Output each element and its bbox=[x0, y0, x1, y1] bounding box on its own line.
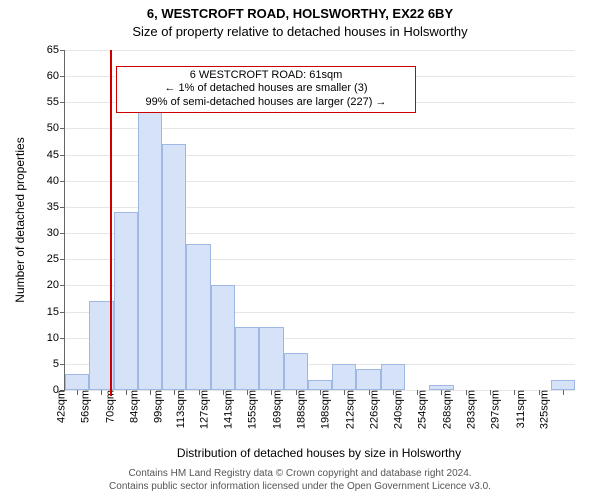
y-tick-label: 10 bbox=[47, 332, 65, 344]
histogram-bar bbox=[211, 285, 235, 390]
histogram-bar bbox=[65, 374, 89, 390]
chart-footer: Contains HM Land Registry data © Crown c… bbox=[0, 468, 600, 493]
annotation-line: 99% of semi-detached houses are larger (… bbox=[123, 96, 409, 110]
x-tick-label: 127sqm bbox=[196, 390, 210, 429]
histogram-bar bbox=[551, 380, 575, 390]
chart-subtitle: Size of property relative to detached ho… bbox=[0, 24, 600, 40]
y-axis-label: Number of detached properties bbox=[13, 137, 27, 302]
footer-line-2: Contains public sector information licen… bbox=[0, 481, 600, 494]
histogram-bar bbox=[114, 212, 138, 390]
x-tick-label: 84sqm bbox=[126, 390, 140, 423]
histogram-bar bbox=[186, 244, 210, 390]
x-tick-label: 155sqm bbox=[245, 390, 259, 429]
x-tick-label: 268sqm bbox=[439, 390, 453, 429]
y-tick-label: 60 bbox=[47, 70, 65, 82]
y-tick-label: 50 bbox=[47, 122, 65, 134]
x-axis-label: Distribution of detached houses by size … bbox=[177, 446, 461, 460]
x-tick-label: 42sqm bbox=[54, 390, 68, 423]
gridline bbox=[65, 50, 575, 51]
y-tick-label: 45 bbox=[47, 149, 65, 161]
annotation-line: 6 WESTCROFT ROAD: 61sqm bbox=[123, 69, 409, 83]
histogram-bar bbox=[356, 369, 380, 390]
reference-line bbox=[110, 50, 112, 396]
y-tick-label: 20 bbox=[47, 279, 65, 291]
y-tick-label: 65 bbox=[47, 44, 65, 56]
x-tick-label: 113sqm bbox=[172, 390, 186, 428]
annotation-line: ← 1% of detached houses are smaller (3) bbox=[123, 82, 409, 96]
y-tick-label: 35 bbox=[47, 201, 65, 213]
y-tick-label: 40 bbox=[47, 175, 65, 187]
histogram-bar bbox=[138, 102, 162, 390]
histogram-bar bbox=[162, 144, 186, 390]
histogram-bar bbox=[259, 327, 283, 390]
histogram-bar bbox=[332, 364, 356, 390]
x-tick-label: 240sqm bbox=[391, 390, 405, 429]
x-tick-label: 188sqm bbox=[293, 390, 307, 429]
annotation-box: 6 WESTCROFT ROAD: 61sqm← 1% of detached … bbox=[116, 66, 416, 113]
y-tick-label: 5 bbox=[53, 358, 65, 370]
plot-area: 0510152025303540455055606542sqm56sqm70sq… bbox=[64, 50, 575, 391]
x-tick-label: 99sqm bbox=[151, 390, 165, 423]
x-tick-mark bbox=[563, 390, 564, 395]
x-tick-label: 141sqm bbox=[221, 390, 235, 429]
chart-container: 6, WESTCROFT ROAD, HOLSWORTHY, EX22 6BY … bbox=[0, 0, 600, 500]
x-tick-label: 325sqm bbox=[536, 390, 550, 429]
x-tick-label: 226sqm bbox=[366, 390, 380, 429]
y-tick-label: 15 bbox=[47, 306, 65, 318]
chart-title: 6, WESTCROFT ROAD, HOLSWORTHY, EX22 6BY bbox=[0, 6, 600, 22]
x-tick-label: 297sqm bbox=[488, 390, 502, 429]
y-tick-label: 55 bbox=[47, 96, 65, 108]
histogram-bar bbox=[308, 380, 332, 390]
y-tick-label: 30 bbox=[47, 227, 65, 239]
x-tick-label: 56sqm bbox=[78, 390, 92, 423]
x-tick-label: 169sqm bbox=[269, 390, 283, 429]
x-tick-label: 254sqm bbox=[415, 390, 429, 429]
x-tick-label: 283sqm bbox=[463, 390, 477, 429]
y-tick-label: 25 bbox=[47, 253, 65, 265]
x-tick-label: 198sqm bbox=[318, 390, 332, 429]
footer-line-1: Contains HM Land Registry data © Crown c… bbox=[0, 468, 600, 481]
histogram-bar bbox=[381, 364, 405, 390]
x-tick-label: 212sqm bbox=[342, 390, 356, 429]
histogram-bar bbox=[284, 353, 308, 390]
histogram-bar bbox=[235, 327, 259, 390]
x-tick-label: 311sqm bbox=[512, 390, 526, 428]
